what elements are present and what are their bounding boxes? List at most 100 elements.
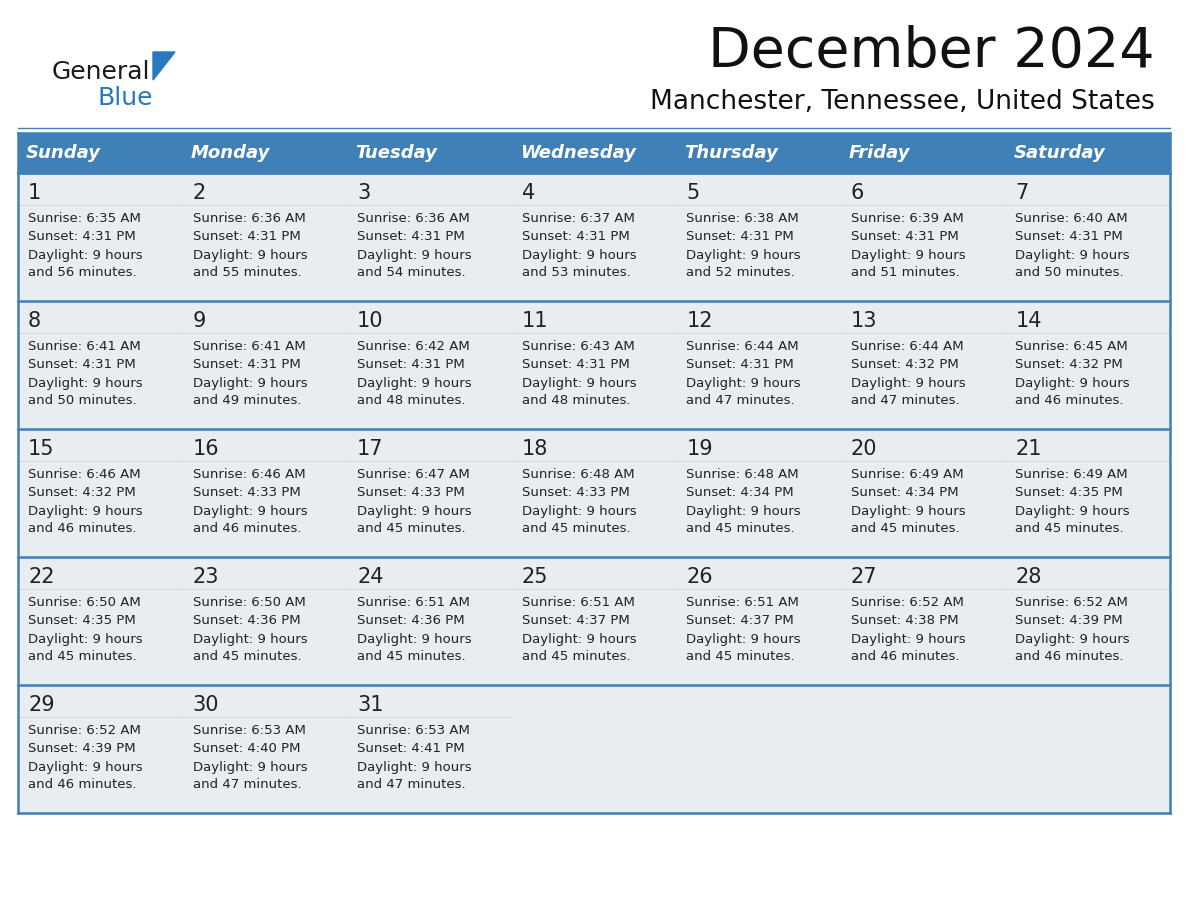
Polygon shape — [153, 52, 175, 80]
Text: Daylight: 9 hours: Daylight: 9 hours — [29, 760, 143, 774]
Text: 24: 24 — [358, 567, 384, 587]
Text: Daylight: 9 hours: Daylight: 9 hours — [358, 376, 472, 389]
Text: 14: 14 — [1016, 311, 1042, 331]
Text: Daylight: 9 hours: Daylight: 9 hours — [522, 249, 637, 262]
Text: and 46 minutes.: and 46 minutes. — [1016, 651, 1124, 664]
Text: Daylight: 9 hours: Daylight: 9 hours — [687, 376, 801, 389]
Text: 6: 6 — [851, 183, 864, 203]
Text: and 45 minutes.: and 45 minutes. — [687, 651, 795, 664]
Text: Sunset: 4:32 PM: Sunset: 4:32 PM — [1016, 359, 1123, 372]
Text: Sunrise: 6:37 AM: Sunrise: 6:37 AM — [522, 212, 634, 226]
Bar — [18, 301, 1170, 429]
Text: 19: 19 — [687, 439, 713, 459]
Text: 18: 18 — [522, 439, 548, 459]
Bar — [18, 429, 1170, 557]
Text: Sunrise: 6:49 AM: Sunrise: 6:49 AM — [851, 468, 963, 482]
Text: Sunrise: 6:48 AM: Sunrise: 6:48 AM — [522, 468, 634, 482]
Text: and 45 minutes.: and 45 minutes. — [522, 522, 631, 535]
Text: 5: 5 — [687, 183, 700, 203]
Text: and 54 minutes.: and 54 minutes. — [358, 266, 466, 279]
Text: Daylight: 9 hours: Daylight: 9 hours — [851, 249, 966, 262]
Text: Sunrise: 6:48 AM: Sunrise: 6:48 AM — [687, 468, 798, 482]
Text: 31: 31 — [358, 695, 384, 715]
Text: and 52 minutes.: and 52 minutes. — [687, 266, 795, 279]
Bar — [18, 685, 1170, 813]
Text: Sunset: 4:39 PM: Sunset: 4:39 PM — [1016, 614, 1123, 628]
Text: 15: 15 — [29, 439, 55, 459]
Bar — [347, 133, 512, 173]
Text: Sunset: 4:37 PM: Sunset: 4:37 PM — [687, 614, 794, 628]
Text: and 47 minutes.: and 47 minutes. — [192, 778, 302, 791]
Text: Sunset: 4:35 PM: Sunset: 4:35 PM — [1016, 487, 1123, 499]
Text: Sunrise: 6:44 AM: Sunrise: 6:44 AM — [687, 341, 798, 353]
Text: and 45 minutes.: and 45 minutes. — [1016, 522, 1124, 535]
Text: and 51 minutes.: and 51 minutes. — [851, 266, 960, 279]
Text: Daylight: 9 hours: Daylight: 9 hours — [522, 376, 637, 389]
Text: Daylight: 9 hours: Daylight: 9 hours — [192, 505, 308, 518]
Text: 8: 8 — [29, 311, 42, 331]
Text: Sunrise: 6:36 AM: Sunrise: 6:36 AM — [358, 212, 470, 226]
Text: Sunset: 4:37 PM: Sunset: 4:37 PM — [522, 614, 630, 628]
Text: and 48 minutes.: and 48 minutes. — [358, 395, 466, 408]
Text: Sunrise: 6:41 AM: Sunrise: 6:41 AM — [192, 341, 305, 353]
Text: General: General — [52, 60, 151, 84]
Text: Sunrise: 6:38 AM: Sunrise: 6:38 AM — [687, 212, 800, 226]
Text: and 47 minutes.: and 47 minutes. — [687, 395, 795, 408]
Text: Sunrise: 6:51 AM: Sunrise: 6:51 AM — [358, 597, 470, 610]
Text: Saturday: Saturday — [1013, 144, 1105, 162]
Text: Sunrise: 6:41 AM: Sunrise: 6:41 AM — [29, 341, 140, 353]
Text: Sunrise: 6:43 AM: Sunrise: 6:43 AM — [522, 341, 634, 353]
Bar — [183, 133, 347, 173]
Text: Daylight: 9 hours: Daylight: 9 hours — [29, 633, 143, 645]
Text: Sunrise: 6:35 AM: Sunrise: 6:35 AM — [29, 212, 141, 226]
Text: 16: 16 — [192, 439, 220, 459]
Text: and 50 minutes.: and 50 minutes. — [1016, 266, 1124, 279]
Text: 12: 12 — [687, 311, 713, 331]
Text: 23: 23 — [192, 567, 219, 587]
Text: 13: 13 — [851, 311, 878, 331]
Text: Sunset: 4:33 PM: Sunset: 4:33 PM — [522, 487, 630, 499]
Text: Sunset: 4:31 PM: Sunset: 4:31 PM — [358, 230, 465, 243]
Text: and 45 minutes.: and 45 minutes. — [358, 651, 466, 664]
Text: Daylight: 9 hours: Daylight: 9 hours — [358, 505, 472, 518]
Text: Sunday: Sunday — [26, 144, 101, 162]
Bar — [1005, 133, 1170, 173]
Text: Sunrise: 6:53 AM: Sunrise: 6:53 AM — [192, 724, 305, 737]
Text: Daylight: 9 hours: Daylight: 9 hours — [851, 376, 966, 389]
Text: Daylight: 9 hours: Daylight: 9 hours — [29, 249, 143, 262]
Text: Sunset: 4:34 PM: Sunset: 4:34 PM — [851, 487, 959, 499]
Text: Manchester, Tennessee, United States: Manchester, Tennessee, United States — [650, 89, 1155, 115]
Text: Daylight: 9 hours: Daylight: 9 hours — [522, 633, 637, 645]
Text: Sunrise: 6:44 AM: Sunrise: 6:44 AM — [851, 341, 963, 353]
Text: Daylight: 9 hours: Daylight: 9 hours — [687, 633, 801, 645]
Text: Sunset: 4:31 PM: Sunset: 4:31 PM — [192, 359, 301, 372]
Text: 2: 2 — [192, 183, 206, 203]
Text: Daylight: 9 hours: Daylight: 9 hours — [29, 505, 143, 518]
Text: 7: 7 — [1016, 183, 1029, 203]
Text: Sunset: 4:36 PM: Sunset: 4:36 PM — [358, 614, 465, 628]
Text: Sunrise: 6:39 AM: Sunrise: 6:39 AM — [851, 212, 963, 226]
Text: Daylight: 9 hours: Daylight: 9 hours — [29, 376, 143, 389]
Text: 26: 26 — [687, 567, 713, 587]
Text: Tuesday: Tuesday — [355, 144, 437, 162]
Text: 17: 17 — [358, 439, 384, 459]
Text: Sunset: 4:31 PM: Sunset: 4:31 PM — [687, 230, 794, 243]
Text: Daylight: 9 hours: Daylight: 9 hours — [851, 505, 966, 518]
Text: 11: 11 — [522, 311, 548, 331]
Text: Thursday: Thursday — [684, 144, 778, 162]
Text: 30: 30 — [192, 695, 219, 715]
Text: Sunrise: 6:47 AM: Sunrise: 6:47 AM — [358, 468, 470, 482]
Text: Sunset: 4:38 PM: Sunset: 4:38 PM — [851, 614, 959, 628]
Text: Sunset: 4:31 PM: Sunset: 4:31 PM — [1016, 230, 1123, 243]
Text: and 56 minutes.: and 56 minutes. — [29, 266, 137, 279]
Text: and 50 minutes.: and 50 minutes. — [29, 395, 137, 408]
Text: Sunrise: 6:52 AM: Sunrise: 6:52 AM — [29, 724, 141, 737]
Bar — [18, 133, 183, 173]
Text: Sunset: 4:39 PM: Sunset: 4:39 PM — [29, 743, 135, 756]
Text: Sunset: 4:34 PM: Sunset: 4:34 PM — [687, 487, 794, 499]
Text: Sunrise: 6:36 AM: Sunrise: 6:36 AM — [192, 212, 305, 226]
Text: Daylight: 9 hours: Daylight: 9 hours — [358, 249, 472, 262]
Text: Wednesday: Wednesday — [519, 144, 636, 162]
Text: 9: 9 — [192, 311, 206, 331]
Text: Sunrise: 6:45 AM: Sunrise: 6:45 AM — [1016, 341, 1129, 353]
